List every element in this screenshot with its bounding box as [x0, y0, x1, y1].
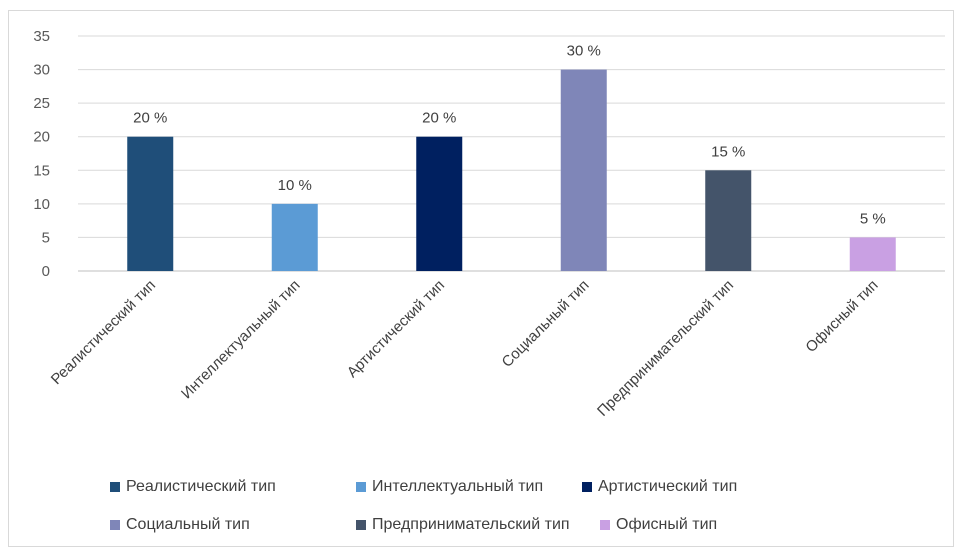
x-tick-label: Интеллектуальный тип [178, 277, 303, 402]
y-tick-label: 10 [33, 196, 50, 213]
bar [271, 203, 318, 271]
legend-label: Интеллектуальный тип [372, 478, 544, 495]
data-label: 20 % [133, 110, 167, 127]
legend-item-artistic: Артистический тип [582, 478, 737, 496]
legend-swatch [110, 482, 120, 492]
legend-swatch [356, 520, 366, 530]
data-label: 15 % [711, 143, 745, 160]
bar [705, 170, 752, 271]
chart-frame [8, 10, 954, 547]
legend-label: Предпринимательский тип [372, 516, 570, 533]
y-tick-label: 15 [33, 162, 50, 179]
x-tick-label: Предпринимательский тип [594, 277, 737, 420]
legend-label: Реалистический тип [126, 478, 276, 495]
x-tick-label: Артистический тип [344, 277, 448, 381]
y-tick-label: 30 [33, 62, 50, 79]
y-tick-label: 5 [42, 229, 50, 246]
y-tick-label: 25 [33, 95, 50, 112]
data-label: 20 % [422, 110, 456, 127]
legend-item-intellectual: Интеллектуальный тип [356, 478, 543, 496]
x-tick-label: Офисный тип [802, 277, 881, 356]
legend-item-realistic: Реалистический тип [110, 478, 276, 496]
legend-label: Социальный тип [126, 516, 250, 533]
bar [416, 136, 463, 271]
legend-swatch [356, 482, 366, 492]
y-tick-label: 20 [33, 129, 50, 146]
y-tick-label: 0 [42, 263, 50, 280]
legend-swatch [600, 520, 610, 530]
bar [849, 237, 896, 271]
x-tick-label: Социальный тип [499, 277, 593, 371]
y-tick-label: 35 [33, 28, 50, 45]
legend-swatch [582, 482, 592, 492]
legend-swatch [110, 520, 120, 530]
legend-item-social: Социальный тип [110, 516, 250, 534]
data-label: 30 % [567, 43, 601, 60]
legend-label: Артистический тип [598, 478, 738, 495]
bar [127, 136, 174, 271]
data-label: 10 % [278, 177, 312, 194]
x-tick-label: Реалистический тип [48, 277, 159, 388]
data-label: 5 % [860, 210, 886, 227]
bar [560, 69, 607, 271]
legend-label: Офисный тип [616, 516, 718, 533]
legend-item-entrepreneurial: Предпринимательский тип [356, 516, 570, 534]
legend-item-office: Офисный тип [600, 516, 717, 534]
